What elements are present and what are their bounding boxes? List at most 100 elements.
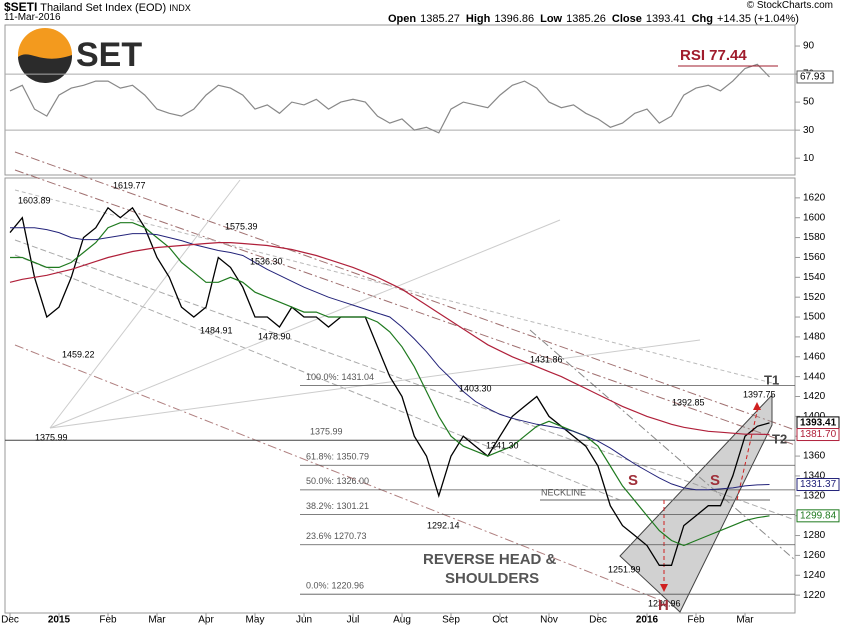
line-series — [10, 222, 770, 547]
pattern-title: REVERSE HEAD & — [423, 551, 557, 568]
x-tick-label: Nov — [540, 615, 558, 626]
y-tick-label: 1240 — [803, 570, 826, 581]
quote-value: 1385.27 — [420, 13, 460, 25]
price-label: 1575.39 — [225, 221, 258, 231]
fib-label: 23.6% 1270.73 — [306, 531, 367, 541]
x-tick-label: Jul — [347, 615, 360, 626]
pattern-title: SHOULDERS — [445, 570, 539, 587]
y-tick-label: 1280 — [803, 530, 826, 541]
last-value-label: 1393.41 — [800, 418, 837, 429]
price-label: 1292.14 — [427, 520, 460, 530]
price-label: 1397.75 — [743, 389, 776, 399]
exchange: INDX — [169, 3, 191, 13]
price-label: 1403.30 — [459, 383, 492, 393]
y-tick-label: 1320 — [803, 490, 826, 501]
arrow-head — [753, 402, 761, 410]
x-tick-label: Feb — [687, 615, 705, 626]
support-label: 1375.99 — [310, 427, 343, 437]
arrow-head — [660, 584, 668, 592]
y-tick-label: 1460 — [803, 351, 826, 362]
line-series — [9, 206, 770, 566]
logo-wave — [18, 54, 73, 84]
price-label: 1484.91 — [200, 325, 233, 335]
y-tick-label: 1520 — [803, 292, 826, 303]
y-tick-label: 1560 — [803, 252, 826, 263]
logo: SET — [18, 28, 142, 84]
trend-line — [14, 344, 661, 601]
quote-value: 1385.26 — [566, 13, 606, 25]
quote-label: Chg — [691, 13, 713, 25]
rsi-tick-label: 90 — [803, 41, 815, 52]
y-tick-label: 1420 — [803, 391, 826, 402]
last-value-box — [796, 478, 840, 492]
x-tick-label: Sep — [442, 615, 460, 626]
neckline-label: NECKLINE — [541, 487, 586, 497]
trend-line — [14, 169, 796, 446]
y-tick-label: 1480 — [803, 332, 826, 343]
y-tick-label: 1260 — [803, 550, 826, 561]
x-tick-label: Oct — [492, 615, 508, 626]
y-tick-label: 1540 — [803, 272, 826, 283]
y-tick-label: 1620 — [803, 193, 826, 204]
quote: Open 1385.27 High 1396.86 Low 1385.26 Close 139… — [382, 13, 799, 25]
price-label: 1341.30 — [486, 440, 519, 450]
fib-label: 50.0%: 1326.00 — [306, 476, 369, 486]
copyright: © StockCharts.com — [746, 0, 833, 11]
y-tick-label: 1580 — [803, 232, 826, 243]
rsi-last-box — [796, 70, 834, 84]
trend-line — [529, 329, 796, 561]
x-tick-label: 2016 — [636, 615, 659, 626]
header: $SETI Thailand Set Index (EOD) INDX 11-M… — [4, 0, 839, 26]
last-value-label: 1331.37 — [800, 479, 837, 490]
last-value-label: 1299.84 — [800, 510, 837, 521]
target-arrow — [736, 411, 758, 501]
pattern-mark: H — [658, 597, 669, 614]
price-label: 1251.99 — [608, 564, 641, 574]
last-value-box — [796, 509, 840, 523]
logo-text: SET — [76, 36, 142, 74]
price-label: 1478.90 — [258, 331, 291, 341]
trend-line — [49, 179, 241, 429]
rsi-annotation: RSI 77.44 — [680, 47, 747, 64]
y-tick-label: 1440 — [803, 371, 826, 382]
trend-line — [14, 254, 621, 501]
price-label: 1375.99 — [35, 432, 68, 442]
x-tick-label: Mar — [148, 615, 166, 626]
x-tick-label: Mar — [736, 615, 754, 626]
price-label: 1619.77 — [113, 180, 146, 190]
price-label: 1431.86 — [530, 354, 563, 364]
pattern-mark: S — [710, 472, 720, 489]
line-series — [9, 63, 770, 134]
quote-label: High — [465, 13, 491, 25]
index-name: Thailand Set Index (EOD) — [40, 2, 167, 14]
x-tick-label: May — [246, 615, 265, 626]
symbol: $SETI — [4, 0, 38, 14]
title-row: $SETI Thailand Set Index (EOD) INDX — [4, 0, 191, 14]
quote-label: Close — [611, 13, 642, 25]
price-label: 1536.30 — [250, 256, 283, 266]
x-tick-label: Feb — [99, 615, 117, 626]
rsi-tick-label: 30 — [803, 125, 815, 136]
x-tick-label: Dec — [1, 615, 19, 626]
target-label: T1 — [764, 372, 779, 387]
fib-label: 38.2%: 1301.21 — [306, 501, 369, 511]
target-label: T2 — [772, 431, 787, 446]
rsi-panel — [4, 24, 796, 176]
price-label: 1392.85 — [672, 397, 705, 407]
price-label: 1459.22 — [62, 349, 95, 359]
line-series — [10, 227, 770, 491]
price-panel — [4, 177, 796, 614]
price-label: 1230.96 — [648, 598, 681, 608]
y-tick-label: 1500 — [803, 312, 826, 323]
quote-value: 1393.41 — [645, 13, 686, 25]
line-series — [9, 242, 770, 436]
x-tick-label: Aug — [393, 615, 411, 626]
quote-label: Open — [388, 13, 417, 25]
rsi-tick-label: 50 — [803, 97, 815, 108]
price-label: 1603.89 — [18, 195, 51, 205]
rsi-last-label: 67.93 — [800, 72, 825, 83]
y-tick-label: 1600 — [803, 212, 826, 223]
y-tick-label: 1340 — [803, 471, 826, 482]
